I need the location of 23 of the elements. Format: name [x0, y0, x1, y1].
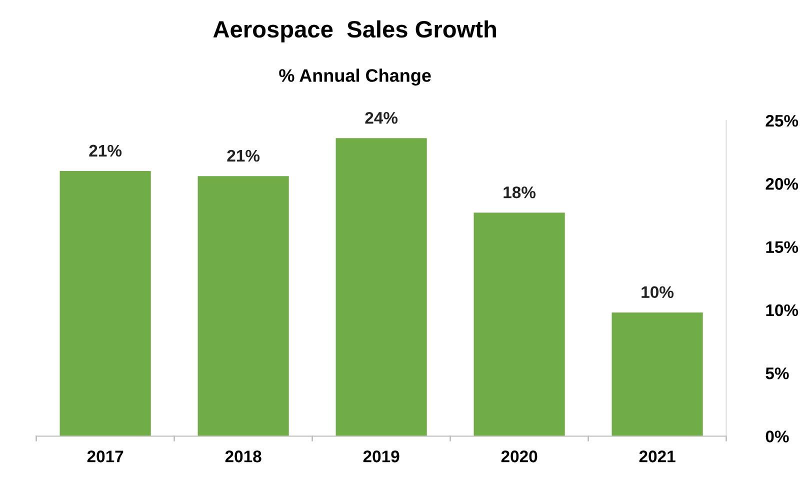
x-tick-label: 2018 [225, 450, 262, 462]
y-tick-label: 25% [766, 114, 798, 127]
data-label: 10% [642, 286, 674, 298]
bar [198, 176, 289, 436]
x-tick-label: 2019 [363, 450, 400, 462]
data-label: 21% [89, 144, 122, 157]
x-tick-label: 2020 [501, 450, 538, 462]
data-label: 24% [365, 112, 398, 124]
y-tick-label: 0% [766, 430, 789, 442]
chart-subtitle: % Annual Change [279, 68, 431, 86]
bar [612, 312, 703, 436]
bar [336, 138, 427, 436]
data-label: 18% [504, 186, 536, 198]
data-label: 21% [227, 150, 260, 162]
y-tick-label: 10% [766, 304, 798, 316]
y-tick-label: 15% [766, 241, 798, 253]
bar [60, 171, 151, 436]
y-tick-label: 20% [766, 178, 798, 190]
x-tick-label: 2021 [639, 450, 676, 462]
chart-title: Aerospace Sales Growth [213, 20, 496, 42]
x-tick-label: 2017 [87, 450, 124, 462]
y-tick-label: 5% [766, 368, 789, 380]
bar [474, 212, 565, 436]
